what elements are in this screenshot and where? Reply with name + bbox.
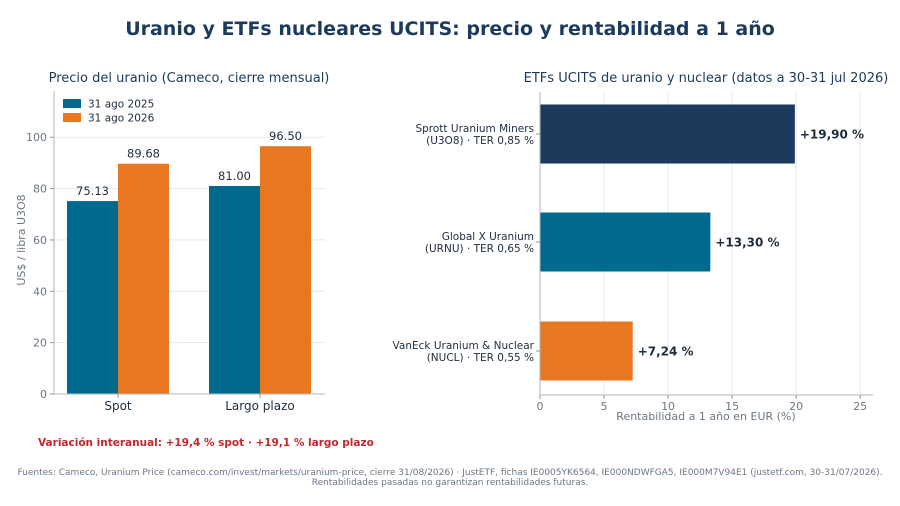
left-chart-axes: 0 20 40 60 80 100 Spot Largo plazo [26,91,325,413]
left-ytick-label: 0 [40,388,47,401]
yoy-note: Variación interanual: +19,4 % spot · +19… [38,437,374,449]
left-ytick-label: 40 [33,285,47,298]
right-bar-label: +19,90 % [800,128,864,142]
legend-swatch [63,113,81,122]
right-xtick-label: 0 [537,400,544,413]
right-bar-label: +13,30 % [715,236,779,250]
legend-swatch [63,99,81,108]
left-bar [67,201,118,394]
left-bar [118,163,169,394]
left-bar-label: 96.50 [269,129,302,143]
left-category-label: Spot [104,399,132,413]
left-category-label: Largo plazo [225,399,294,413]
left-ytick-label: 60 [33,234,47,247]
right-category-label: VanEck Uranium & Nuclear [393,340,535,352]
left-chart-ylabel: US$ / libra U3O8 [15,194,28,285]
left-bar-label: 89.68 [127,147,160,161]
page-title: Uranio y ETFs nucleares UCITS: precio y … [125,18,775,40]
right-category-label: Sprott Uranium Miners [415,123,534,135]
right-category-label: Global X Uranium [442,231,534,243]
right-xtick-label: 15 [725,400,739,413]
right-bar-label: +7,24 % [638,345,694,359]
right-xtick-label: 20 [789,400,803,413]
right-category-label: (URNU) · TER 0,65 % [425,243,534,255]
right-chart-bars: +19,90 % +13,30 % +7,24 % [540,104,864,381]
right-chart-title: ETFs UCITS de uranio y nuclear (datos a … [524,71,889,86]
left-chart-legend: 31 ago 2025 31 ago 2026 [63,99,155,125]
right-category-label: (NUCL) · TER 0,55 % [427,352,534,364]
right-chart-xlabel: Rentabilidad a 1 año en EUR (%) [616,410,795,423]
right-xtick-label: 25 [853,400,867,413]
legend-label: 31 ago 2025 [88,99,154,111]
left-chart-title: Precio del uranio (Cameco, cierre mensua… [49,71,330,86]
left-ytick-label: 20 [33,337,47,350]
right-chart-axes: 0 5 10 15 20 25 Sprott Uranium Miners(U3O8) · … [393,92,873,413]
left-ytick-label: 100 [26,131,47,144]
right-bar [540,212,711,272]
right-xtick-label: 5 [601,400,608,413]
left-bar-label: 81.00 [218,169,251,183]
left-bar [209,186,260,394]
left-bar [260,146,311,394]
sources-footnote: Fuentes: Cameco, Uranium Price (cameco.c… [17,468,883,488]
left-bar-label: 75.13 [76,184,109,198]
right-bar [540,321,633,381]
left-ytick-label: 80 [33,183,47,196]
right-xtick-label: 10 [661,400,675,413]
legend-label: 31 ago 2026 [88,113,155,125]
left-chart-bars: 75.13 89.68 81.00 96.50 [67,129,311,394]
right-bar [540,104,795,164]
right-category-label: (U3O8) · TER 0,85 % [426,135,534,147]
